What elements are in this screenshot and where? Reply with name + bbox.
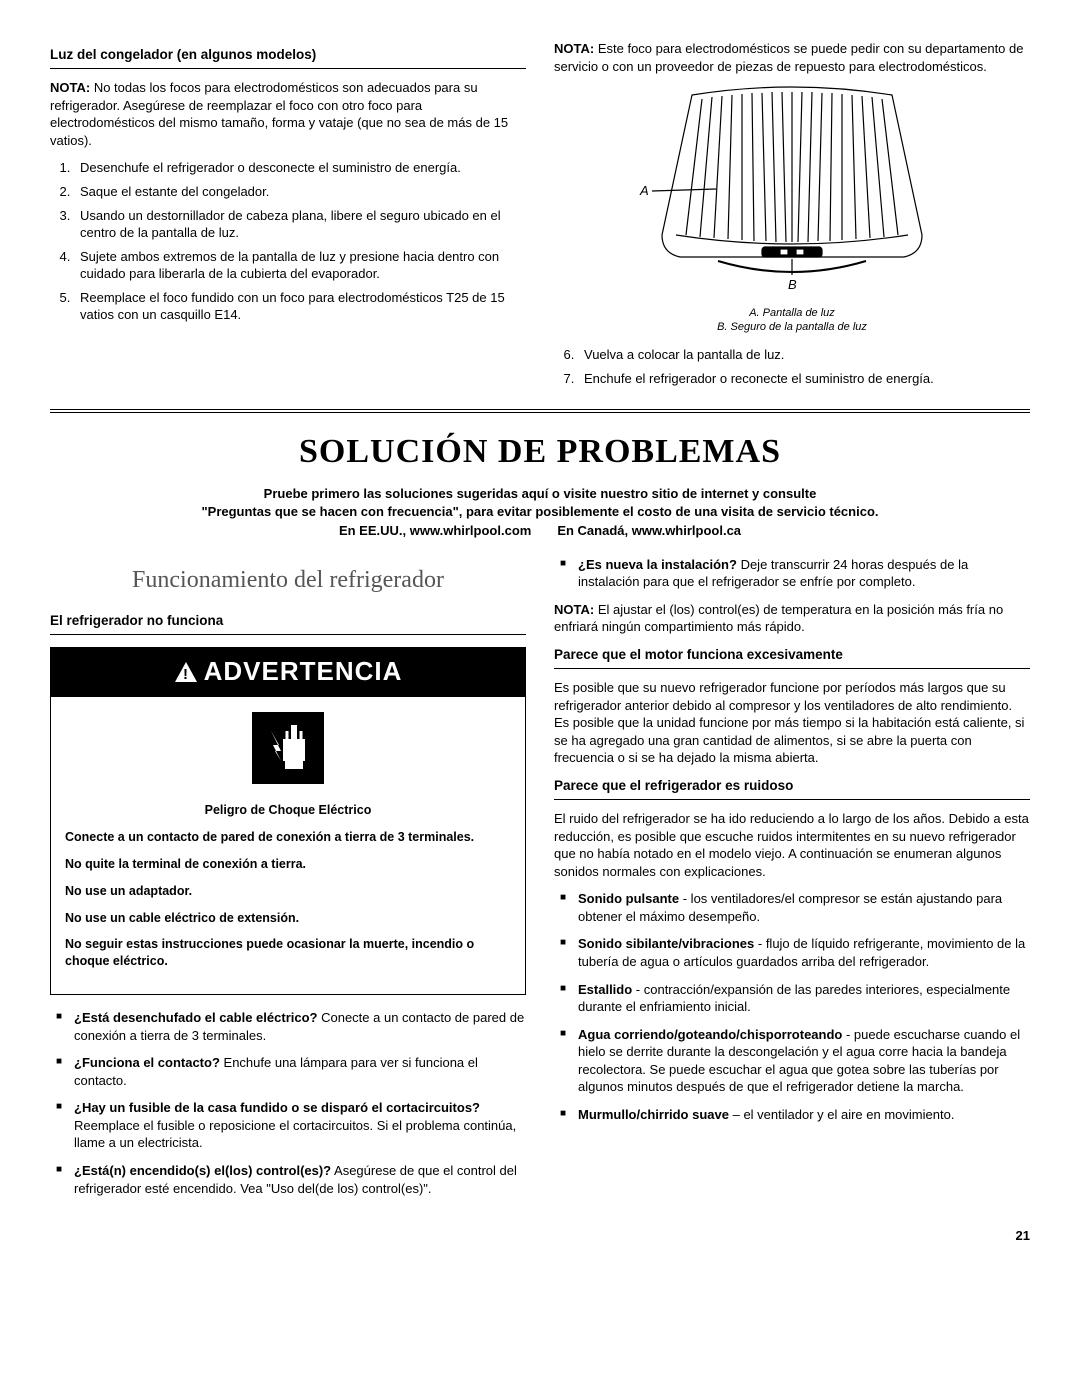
warning-box: ! ADVERTENCIA Peligro de Choque Eléctric… bbox=[50, 647, 526, 995]
new-install-bullet: ¿Es nueva la instalación? Deje transcurr… bbox=[554, 556, 1030, 591]
warning-header-text: ADVERTENCIA bbox=[204, 656, 403, 686]
noisy-heading: Parece que el refrigerador es ruidoso bbox=[554, 777, 1030, 800]
freezer-light-note-text: No todas los focos para electrodoméstico… bbox=[50, 80, 508, 148]
light-shield-diagram: A B bbox=[554, 85, 1030, 300]
noise-bullets: Sonido pulsante - los ventiladores/el co… bbox=[554, 890, 1030, 1123]
troubleshooting-intro: Pruebe primero las soluciones sugeridas … bbox=[50, 485, 1030, 540]
noise-hum-a: – el ventilador y el aire en movimiento. bbox=[729, 1107, 954, 1122]
warning-body: Peligro de Choque Eléctrico Conecte a un… bbox=[51, 802, 525, 994]
ts-right-col: ¿Es nueva la instalación? Deje transcurr… bbox=[554, 556, 1030, 1207]
bullet-fuse-q: ¿Hay un fusible de la casa fundido o se … bbox=[74, 1100, 480, 1115]
noise-hissing-q: Sonido sibilante/vibraciones bbox=[578, 936, 754, 951]
noise-popping-q: Estallido bbox=[578, 982, 632, 997]
freezer-steps-1-5: Desenchufe el refrigerador o desconecte … bbox=[50, 159, 526, 323]
intro-line-3: En EE.UU., www.whirlpool.com En Canadá, … bbox=[339, 523, 741, 538]
shock-hazard-title: Peligro de Choque Eléctrico bbox=[65, 802, 511, 819]
warn-l5: No seguir estas instrucciones puede ocas… bbox=[65, 936, 511, 970]
motor-excessive-heading: Parece que el motor funciona excesivamen… bbox=[554, 646, 1030, 669]
diagram-label-a: A bbox=[639, 183, 649, 198]
top-left-col: Luz del congelador (en algunos modelos) … bbox=[50, 40, 526, 393]
step-3: Usando un destornillador de cabeza plana… bbox=[74, 207, 526, 242]
noise-popping-a: - contracción/expansión de las paredes i… bbox=[578, 982, 1010, 1015]
freezer-light-heading: Luz del congelador (en algunos modelos) bbox=[50, 46, 526, 69]
diagram-caption: A. Pantalla de luz B. Seguro de la panta… bbox=[554, 306, 1030, 335]
noise-pulsating-q: Sonido pulsante bbox=[578, 891, 679, 906]
not-working-bullets: ¿Está desenchufado el cable eléctrico? C… bbox=[50, 1009, 526, 1197]
noise-water: Agua corriendo/goteando/chisporroteando … bbox=[554, 1026, 1030, 1096]
step-1: Desenchufe el refrigerador o desconecte … bbox=[74, 159, 526, 177]
warning-header: ! ADVERTENCIA bbox=[51, 648, 525, 697]
motor-excessive-text: Es posible que su nuevo refrigerador fun… bbox=[554, 679, 1030, 767]
page-number: 21 bbox=[50, 1227, 1030, 1245]
caption-a: A. Pantalla de luz bbox=[749, 307, 835, 319]
top-section: Luz del congelador (en algunos modelos) … bbox=[50, 40, 1030, 393]
intro-line-2: "Preguntas que se hacen con frecuencia",… bbox=[201, 504, 878, 519]
step-6: Vuelva a colocar la pantalla de luz. bbox=[578, 346, 1030, 364]
cold-control-note-text: El ajustar el (los) control(es) de tempe… bbox=[554, 602, 1003, 635]
refrigerator-operation-heading: Funcionamiento del refrigerador bbox=[50, 564, 526, 596]
bullet-fuse-a: Reemplace el fusible o reposicione el co… bbox=[74, 1118, 516, 1151]
troubleshooting-columns: Funcionamiento del refrigerador El refri… bbox=[50, 556, 1030, 1207]
bullet-controls: ¿Está(n) encendido(s) el(los) control(es… bbox=[50, 1162, 526, 1197]
bulb-order-note-text: Este foco para electrodomésticos se pued… bbox=[554, 41, 1023, 74]
bullet-outlet: ¿Funciona el contacto? Enchufe una lámpa… bbox=[50, 1054, 526, 1089]
bullet-new-install-q: ¿Es nueva la instalación? bbox=[578, 557, 737, 572]
bullet-new-install: ¿Es nueva la instalación? Deje transcurr… bbox=[554, 556, 1030, 591]
troubleshooting-title: SOLUCIÓN DE PROBLEMAS bbox=[50, 429, 1030, 475]
bulb-order-note: NOTA: Este foco para electrodomésticos s… bbox=[554, 40, 1030, 75]
noise-hissing: Sonido sibilante/vibraciones - flujo de … bbox=[554, 935, 1030, 970]
step-2: Saque el estante del congelador. bbox=[74, 183, 526, 201]
bullet-outlet-q: ¿Funciona el contacto? bbox=[74, 1055, 220, 1070]
bullet-fuse: ¿Hay un fusible de la casa fundido o se … bbox=[50, 1099, 526, 1152]
not-working-heading: El refrigerador no funciona bbox=[50, 612, 526, 635]
intro-line-1: Pruebe primero las soluciones sugeridas … bbox=[264, 486, 817, 501]
svg-text:!: ! bbox=[183, 666, 189, 683]
bullet-controls-q: ¿Está(n) encendido(s) el(los) control(es… bbox=[74, 1163, 331, 1178]
noise-hum-q: Murmullo/chirrido suave bbox=[578, 1107, 729, 1122]
noise-pulsating: Sonido pulsante - los ventiladores/el co… bbox=[554, 890, 1030, 925]
warning-triangle-icon: ! bbox=[174, 661, 198, 683]
step-7: Enchufe el refrigerador o reconecte el s… bbox=[578, 370, 1030, 388]
warn-l1: Conecte a un contacto de pared de conexi… bbox=[65, 829, 511, 846]
noise-water-q: Agua corriendo/goteando/chisporroteando bbox=[578, 1027, 842, 1042]
freezer-light-note: NOTA: No todas los focos para electrodom… bbox=[50, 79, 526, 149]
noise-popping: Estallido - contracción/expansión de las… bbox=[554, 981, 1030, 1016]
section-divider bbox=[50, 409, 1030, 413]
bullet-cord-q: ¿Está desenchufado el cable eléctrico? bbox=[74, 1010, 317, 1025]
warn-l4: No use un cable eléctrico de extensión. bbox=[65, 910, 511, 927]
ts-left-col: Funcionamiento del refrigerador El refri… bbox=[50, 556, 526, 1207]
shock-icon-area bbox=[51, 697, 525, 802]
electric-shock-icon bbox=[251, 711, 325, 785]
diagram-label-b: B bbox=[788, 277, 797, 292]
noisy-intro: El ruido del refrigerador se ha ido redu… bbox=[554, 810, 1030, 880]
step-5: Reemplace el foco fundido con un foco pa… bbox=[74, 289, 526, 324]
caption-b: B. Seguro de la pantalla de luz bbox=[717, 321, 867, 333]
top-right-col: NOTA: Este foco para electrodomésticos s… bbox=[554, 40, 1030, 393]
step-4: Sujete ambos extremos de la pantalla de … bbox=[74, 248, 526, 283]
bullet-cord: ¿Está desenchufado el cable eléctrico? C… bbox=[50, 1009, 526, 1044]
warn-l2: No quite la terminal de conexión a tierr… bbox=[65, 856, 511, 873]
cold-control-note: NOTA: El ajustar el (los) control(es) de… bbox=[554, 601, 1030, 636]
noise-hum: Murmullo/chirrido suave – el ventilador … bbox=[554, 1106, 1030, 1124]
freezer-steps-6-7: Vuelva a colocar la pantalla de luz. Enc… bbox=[554, 346, 1030, 387]
warn-l3: No use un adaptador. bbox=[65, 883, 511, 900]
